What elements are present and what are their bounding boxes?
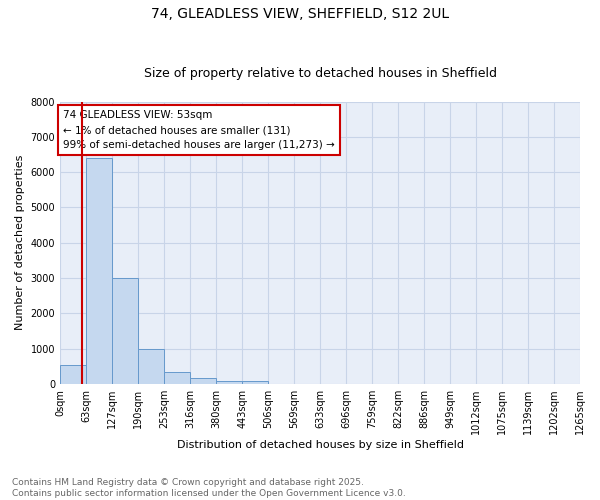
Bar <box>164 372 190 384</box>
Text: 74 GLEADLESS VIEW: 53sqm
← 1% of detached houses are smaller (131)
99% of semi-d: 74 GLEADLESS VIEW: 53sqm ← 1% of detache… <box>64 110 335 150</box>
Bar <box>60 364 86 384</box>
Bar <box>216 380 242 384</box>
Bar <box>86 158 112 384</box>
Bar <box>242 382 268 384</box>
Y-axis label: Number of detached properties: Number of detached properties <box>15 155 25 330</box>
Bar <box>138 349 164 384</box>
X-axis label: Distribution of detached houses by size in Sheffield: Distribution of detached houses by size … <box>176 440 464 450</box>
Bar <box>190 378 216 384</box>
Text: 74, GLEADLESS VIEW, SHEFFIELD, S12 2UL: 74, GLEADLESS VIEW, SHEFFIELD, S12 2UL <box>151 8 449 22</box>
Text: Contains HM Land Registry data © Crown copyright and database right 2025.
Contai: Contains HM Land Registry data © Crown c… <box>12 478 406 498</box>
Bar <box>112 278 138 384</box>
Title: Size of property relative to detached houses in Sheffield: Size of property relative to detached ho… <box>143 66 497 80</box>
